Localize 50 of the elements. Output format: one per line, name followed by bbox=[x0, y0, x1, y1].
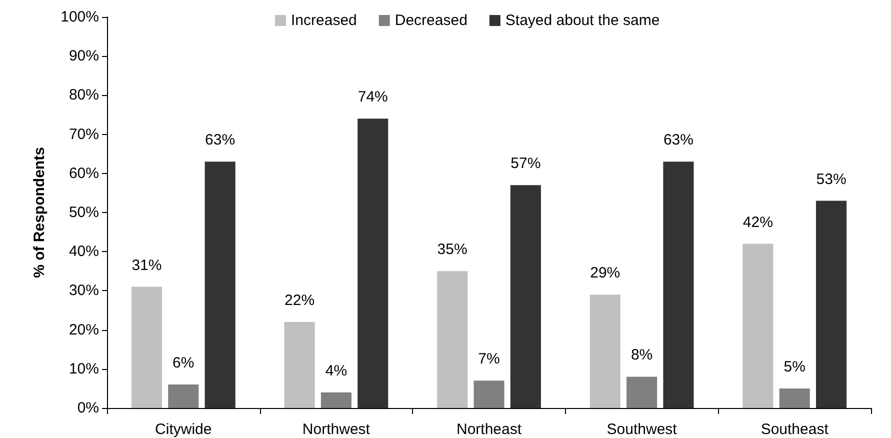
data-label: 29% bbox=[590, 264, 620, 282]
y-tick-label: 50% bbox=[68, 204, 99, 221]
x-tick-label: Southeast bbox=[760, 421, 830, 438]
data-label: 8% bbox=[630, 346, 653, 364]
y-tick-label: 60% bbox=[68, 164, 99, 182]
data-label: 42% bbox=[742, 214, 773, 231]
x-tick-label: Citywide bbox=[155, 421, 212, 438]
legend-label: Stayed about the same bbox=[505, 12, 660, 29]
bar bbox=[816, 200, 847, 408]
data-label: 4% bbox=[325, 362, 348, 380]
bar bbox=[437, 271, 468, 408]
bar bbox=[663, 162, 694, 408]
legend-label: Decreased bbox=[394, 12, 468, 29]
bar bbox=[510, 185, 541, 408]
y-axis-title: % of Respondents bbox=[31, 147, 48, 278]
y-tick-label: 40% bbox=[68, 243, 99, 260]
data-label: 63% bbox=[205, 132, 236, 149]
bar bbox=[168, 384, 199, 408]
x-tick-label: Northeast bbox=[456, 421, 522, 438]
bar bbox=[590, 294, 620, 408]
y-tick-label: 90% bbox=[68, 48, 99, 65]
y-tick-label: 70% bbox=[68, 126, 99, 143]
y-tick-label: 20% bbox=[68, 321, 99, 338]
bar bbox=[742, 244, 774, 408]
data-label: 63% bbox=[663, 132, 694, 149]
y-tick-label: 10% bbox=[68, 360, 99, 378]
bar bbox=[284, 322, 315, 408]
data-label: 53% bbox=[816, 170, 846, 188]
bar bbox=[204, 162, 236, 408]
data-label: 22% bbox=[284, 292, 315, 309]
data-label: 6% bbox=[172, 354, 194, 372]
y-tick-label: 100% bbox=[60, 8, 99, 26]
y-tick-label: 80% bbox=[68, 86, 99, 104]
data-label: 35% bbox=[437, 241, 468, 258]
data-label: 74% bbox=[358, 88, 388, 106]
data-label: 7% bbox=[478, 350, 500, 368]
y-tick-label: 0% bbox=[77, 400, 99, 416]
bar bbox=[358, 118, 388, 408]
bar bbox=[131, 286, 162, 408]
bar bbox=[474, 380, 504, 408]
bar bbox=[779, 388, 810, 408]
bar bbox=[626, 376, 658, 408]
data-label: 31% bbox=[132, 256, 162, 274]
legend-label: Increased bbox=[291, 12, 357, 29]
data-label: 5% bbox=[784, 358, 806, 376]
bar bbox=[320, 392, 352, 408]
x-tick-label: Southwest bbox=[606, 421, 678, 438]
data-label: 57% bbox=[510, 155, 541, 172]
y-tick-label: 30% bbox=[68, 282, 99, 300]
x-tick-label: Northwest bbox=[302, 421, 371, 438]
